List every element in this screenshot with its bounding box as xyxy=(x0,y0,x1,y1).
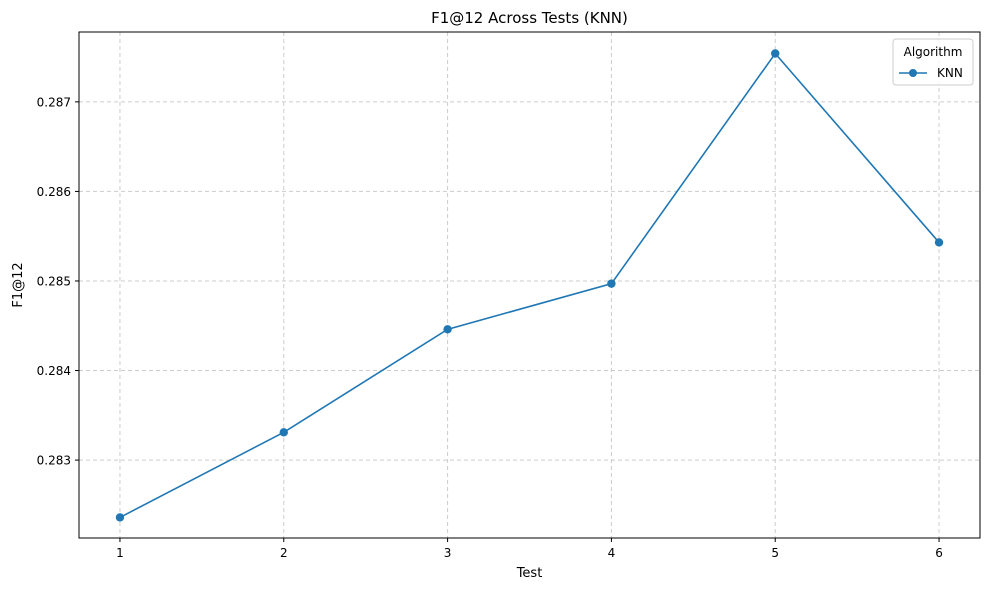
x-tick-label: 4 xyxy=(608,546,616,560)
data-point xyxy=(443,325,452,334)
x-tick-label: 3 xyxy=(444,546,452,560)
y-axis-label: F1@12 xyxy=(11,262,26,307)
x-tick-label: 6 xyxy=(935,546,943,560)
legend: Algorithm KNN xyxy=(892,38,974,86)
data-point xyxy=(115,513,125,522)
data-point xyxy=(934,238,944,247)
plot-frame xyxy=(78,31,981,539)
data-point xyxy=(607,279,616,288)
x-tick-label: 2 xyxy=(280,546,288,560)
y-tick-label: 0.285 xyxy=(37,274,71,288)
chart-title: F1@12 Across Tests (KNN) xyxy=(431,9,628,27)
grid-lines xyxy=(79,32,980,538)
y-tick-label: 0.284 xyxy=(37,364,71,378)
y-tick-label: 0.283 xyxy=(37,454,71,468)
series-line-knn xyxy=(119,52,940,519)
x-tick-label: 1 xyxy=(116,546,124,560)
legend-series-label: KNN xyxy=(937,66,963,80)
y-tick-label: 0.287 xyxy=(37,95,71,109)
legend-title: Algorithm xyxy=(904,45,963,59)
x-tick-label: 5 xyxy=(771,546,779,560)
series-layer xyxy=(115,49,944,522)
legend-series-marker xyxy=(909,69,917,77)
data-point xyxy=(279,428,288,437)
y-tick-label: 0.286 xyxy=(37,185,71,199)
x-axis-label: Test xyxy=(516,566,543,581)
axis-ticks: 1 2 3 4 5 6 0.283 0.284 0.285 0.286 0.287 xyxy=(37,95,943,560)
data-point xyxy=(771,49,780,58)
